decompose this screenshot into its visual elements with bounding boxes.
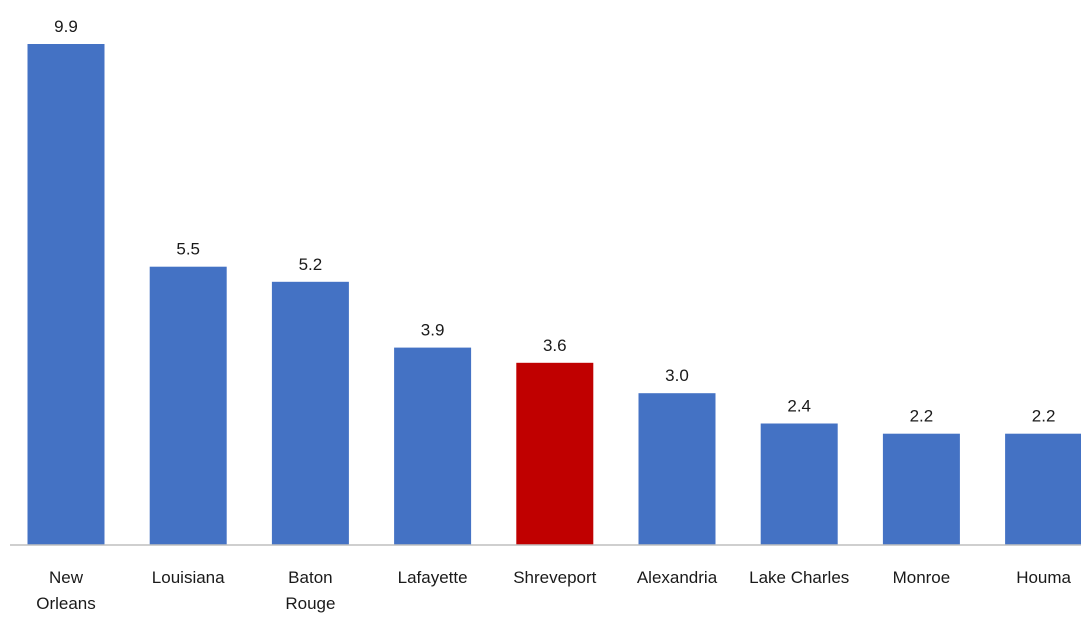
- category-label-2-line-0: Baton: [288, 568, 332, 587]
- bar-0: [28, 44, 105, 545]
- category-label-5: Alexandria: [637, 568, 718, 587]
- bar-3: [394, 348, 471, 545]
- bar-4: [516, 363, 593, 545]
- category-label-0-line-0: New: [49, 568, 84, 587]
- value-label-2: 5.2: [299, 255, 323, 274]
- category-label-1: Louisiana: [152, 568, 225, 587]
- bar-6: [761, 424, 838, 546]
- bar-2: [272, 282, 349, 545]
- value-label-5: 3.0: [665, 366, 689, 385]
- bars-layer: [28, 44, 1081, 545]
- value-label-3: 3.9: [421, 321, 445, 340]
- value-label-0: 9.9: [54, 17, 78, 36]
- category-labels-layer: New Orleans Louisiana Baton Rouge Lafayette Sh…: [36, 568, 1071, 613]
- category-label-0-line-1: Orleans: [36, 594, 96, 613]
- value-label-1: 5.5: [176, 240, 200, 259]
- bar-8: [1005, 434, 1081, 545]
- value-label-6: 2.4: [787, 397, 811, 416]
- category-label-8: Houma: [1016, 568, 1071, 587]
- category-label-7: Monroe: [893, 568, 951, 587]
- category-label-2-line-1: Rouge: [285, 594, 335, 613]
- category-label-3: Lafayette: [398, 568, 468, 587]
- bar-7: [883, 434, 960, 545]
- value-label-4: 3.6: [543, 336, 567, 355]
- value-label-7: 2.2: [910, 407, 934, 426]
- category-label-6: Lake Charles: [749, 568, 849, 587]
- value-label-8: 2.2: [1032, 407, 1056, 426]
- bar-1: [150, 267, 227, 545]
- category-label-4: Shreveport: [513, 568, 596, 587]
- bar-5: [639, 393, 716, 545]
